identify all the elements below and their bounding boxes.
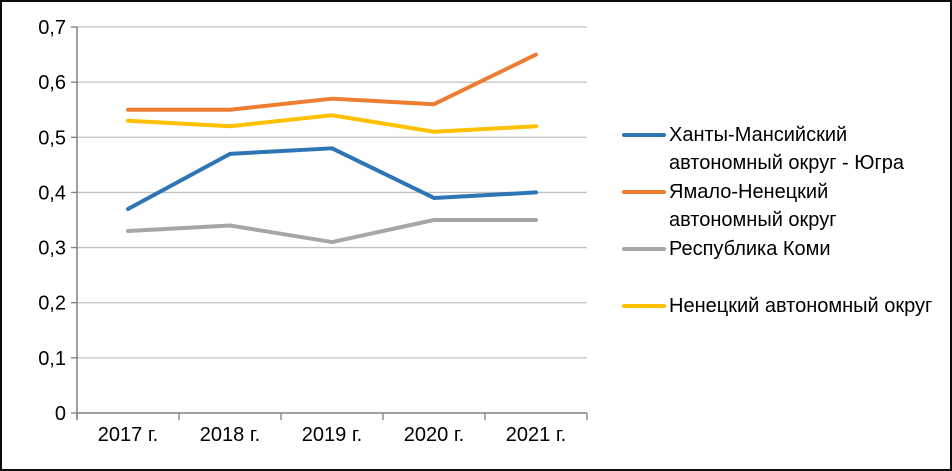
x-tick-label: 2021 г. bbox=[506, 424, 566, 446]
y-tick-label: 0,1 bbox=[38, 348, 66, 370]
legend-label: Республика Коми bbox=[669, 235, 831, 263]
legend-label-line: Ханты-Мансийский bbox=[669, 124, 848, 146]
y-tick-label: 0,6 bbox=[38, 72, 66, 94]
legend-item: Ненецкий автономный округ bbox=[622, 292, 944, 349]
series-line-2 bbox=[126, 218, 538, 245]
y-tick-label: 0,2 bbox=[38, 293, 66, 315]
legend-color-swatch bbox=[622, 247, 666, 251]
legend-item: Ямало-Ненецкий автономный округ bbox=[622, 178, 944, 235]
legend-label-line: Ненецкий автономный округ bbox=[669, 295, 933, 317]
y-tick-label: 0 bbox=[55, 403, 66, 425]
y-tick-label: 0,7 bbox=[38, 17, 66, 39]
legend-color-swatch bbox=[622, 304, 666, 308]
y-tick-label: 0,5 bbox=[38, 127, 66, 149]
legend-color-swatch bbox=[622, 133, 666, 137]
legend-label-line: Ямало-Ненецкий bbox=[669, 181, 829, 203]
legend-label-line: автономный округ - Югра bbox=[669, 152, 905, 174]
legend-label-line: Республика Коми bbox=[669, 238, 831, 260]
legend-item: Республика Коми bbox=[622, 235, 944, 292]
series-line-0 bbox=[126, 146, 538, 211]
x-tick-label: 2020 г. bbox=[404, 424, 464, 446]
legend-label-line: автономный округ bbox=[669, 209, 837, 231]
y-tick-label: 0,4 bbox=[38, 182, 66, 204]
x-tick-label: 2018 г. bbox=[200, 424, 260, 446]
legend: Ханты-Мансийский автономный округ - Югра Я… bbox=[622, 121, 944, 349]
x-tick-label: 2019 г. bbox=[302, 424, 362, 446]
legend-label: Ханты-Мансийский автономный округ - Югра bbox=[669, 121, 904, 177]
legend-color-swatch bbox=[622, 190, 666, 194]
y-tick-label: 0,3 bbox=[38, 238, 66, 260]
series-line-1 bbox=[126, 52, 538, 112]
x-tick-label: 2017 г. bbox=[98, 424, 158, 446]
legend-label: Ненецкий автономный округ bbox=[669, 292, 932, 320]
series-line-3 bbox=[126, 113, 538, 134]
legend-item: Ханты-Мансийский автономный округ - Югра bbox=[622, 121, 944, 178]
legend-label: Ямало-Ненецкий автономный округ bbox=[669, 178, 837, 234]
